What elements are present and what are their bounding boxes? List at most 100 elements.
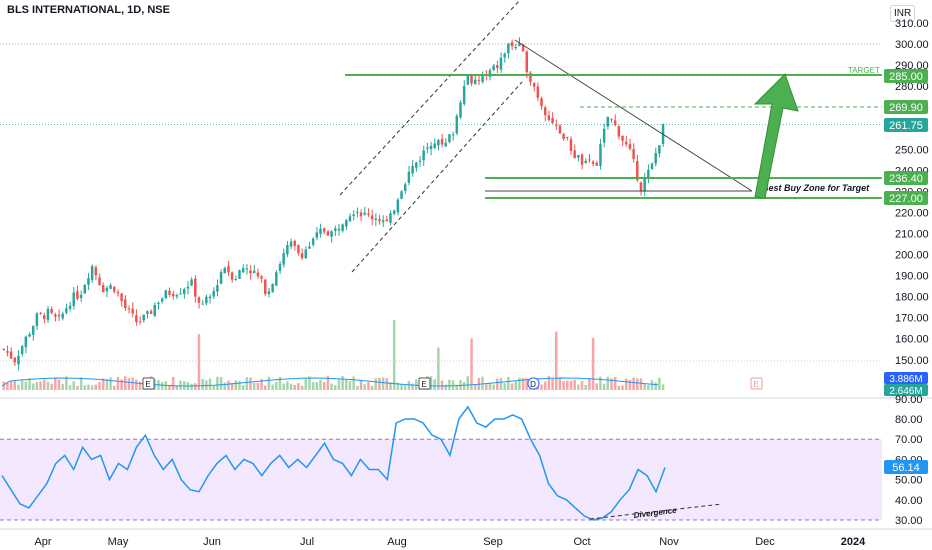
candle-body — [503, 53, 506, 58]
price-label-text: 236.40 — [889, 173, 923, 185]
volume-bar — [444, 384, 447, 390]
candle-body — [94, 267, 98, 276]
volume-bar — [363, 384, 366, 390]
price-tick-label: 310.00 — [895, 18, 929, 30]
candle-body — [146, 311, 149, 315]
candle-body — [142, 314, 145, 321]
volume-bar — [83, 385, 87, 390]
volume-bar — [223, 382, 226, 390]
price-label-text: 285.00 — [889, 71, 923, 83]
volume-bar — [68, 385, 72, 390]
candle-body — [197, 297, 201, 303]
candle-body — [632, 149, 635, 160]
volume-bar — [584, 384, 587, 390]
price-label-text: 227.00 — [889, 193, 923, 205]
volume-bar — [650, 380, 654, 390]
volume-bar — [135, 379, 138, 390]
candle-body — [558, 125, 562, 134]
volume-bar — [57, 379, 61, 390]
volume-bar — [289, 383, 293, 390]
volume-bar — [485, 384, 488, 390]
volume-bar — [643, 383, 646, 390]
price-tick-label: 170.00 — [895, 313, 929, 325]
x-tick-label: 2024 — [841, 536, 866, 548]
volume-bar — [407, 380, 411, 390]
volume-bar — [617, 385, 621, 390]
volume-bar — [109, 377, 112, 390]
volume-bar — [275, 381, 278, 390]
volume-bar — [87, 384, 90, 390]
candle-body — [569, 139, 573, 152]
volume-bar — [168, 385, 171, 390]
volume-bar — [352, 376, 355, 390]
candle-body — [138, 321, 142, 323]
volume-bar — [451, 380, 455, 390]
volume-bar — [492, 384, 495, 390]
candle-body — [389, 213, 392, 223]
volume-bar — [17, 384, 20, 390]
candle-body — [24, 336, 28, 348]
candle-body — [363, 212, 366, 215]
x-tick-label: Nov — [659, 536, 679, 548]
volume-bar — [518, 377, 521, 390]
candle-body — [488, 70, 492, 77]
volume-bar — [197, 334, 201, 390]
candle-body — [639, 182, 643, 191]
volume-bar — [374, 378, 377, 390]
candle-body — [186, 286, 190, 289]
candle-body — [392, 210, 396, 214]
volume-bar — [208, 378, 212, 390]
candle-body — [352, 214, 355, 217]
volume-bar — [415, 379, 418, 390]
volume-bar — [2, 381, 5, 390]
volume-label-text: 2.646M — [889, 386, 922, 397]
candle-body — [566, 136, 569, 138]
candle-body — [50, 309, 53, 313]
candle-body — [311, 238, 315, 245]
candle-body — [57, 314, 61, 317]
candle-body — [551, 117, 554, 124]
candle-body — [249, 270, 252, 274]
candle-body — [636, 160, 639, 181]
volume-bar — [385, 378, 389, 390]
price-tick-label: 190.00 — [895, 271, 929, 283]
volume-bar — [462, 381, 466, 390]
volume-bar — [378, 377, 381, 390]
volume-bar — [39, 381, 42, 390]
volume-bar — [654, 382, 657, 390]
volume-bar — [61, 383, 64, 390]
volume-bar — [392, 320, 396, 390]
volume-bar — [473, 384, 477, 390]
candle-body — [297, 245, 300, 254]
event-marker — [527, 377, 540, 390]
candle-body — [113, 287, 116, 292]
candle-body — [28, 334, 31, 337]
candle-body — [396, 199, 400, 213]
candle-body — [654, 153, 657, 164]
candle-body — [455, 115, 459, 134]
volume-bar — [116, 376, 120, 390]
candle-body — [252, 270, 256, 274]
volume-bar — [171, 376, 175, 390]
channel-upper-line — [339, 0, 521, 196]
rsi-tick-label: 30.00 — [895, 515, 923, 527]
volume-bar — [28, 378, 31, 390]
candle-body — [264, 279, 267, 295]
volume-bar — [322, 382, 326, 390]
candle-body — [267, 291, 271, 295]
candle-body — [573, 150, 576, 159]
price-tick-label: 150.00 — [895, 355, 929, 367]
volume-bar — [341, 376, 344, 390]
volume-bar — [613, 376, 617, 390]
volume-bar — [628, 380, 632, 390]
currency-badge[interactable]: INR — [890, 5, 916, 22]
volume-bar — [297, 383, 300, 390]
volume-bar — [367, 382, 370, 390]
event-marker — [142, 377, 155, 390]
candle-body — [315, 232, 319, 238]
candle-body — [370, 215, 374, 220]
volume-bar — [514, 381, 517, 390]
candle-body — [330, 231, 333, 237]
price-label-box — [884, 100, 928, 114]
